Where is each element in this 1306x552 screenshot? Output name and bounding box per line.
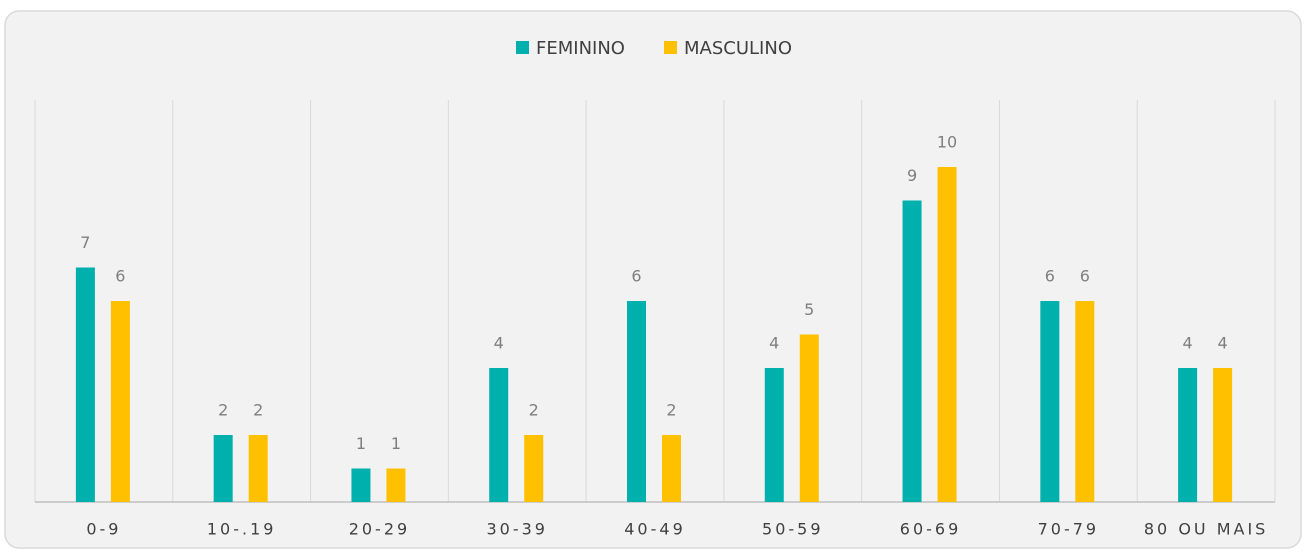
legend-label: MASCULINO	[684, 38, 792, 59]
legend-swatch	[664, 41, 677, 54]
bar	[1178, 368, 1198, 502]
data-label: 6	[1080, 267, 1090, 286]
bar	[351, 468, 371, 502]
data-label: 2	[529, 401, 539, 420]
bar	[627, 301, 646, 502]
data-label: 4	[1183, 334, 1193, 353]
data-label: 4	[494, 334, 504, 353]
data-label: 2	[253, 401, 263, 420]
data-label: 6	[1045, 267, 1055, 286]
bar	[1213, 368, 1233, 502]
data-label: 7	[80, 233, 90, 252]
bar	[386, 468, 406, 502]
bar	[662, 435, 681, 502]
bar	[524, 435, 544, 502]
x-tick-label: 30-39	[486, 520, 548, 539]
x-tick-label: 70-79	[1038, 520, 1100, 539]
data-label: 4	[769, 334, 779, 353]
bar	[110, 301, 130, 502]
bar	[799, 334, 819, 502]
x-tick-label: 0-9	[86, 520, 121, 539]
data-label: 10	[937, 133, 957, 152]
x-tick-label: 50-59	[762, 520, 824, 539]
x-tick-label: 80 OU MAIS	[1144, 520, 1268, 539]
x-tick-label: 40-49	[624, 520, 686, 539]
data-label: 2	[218, 401, 228, 420]
data-label: 1	[391, 434, 401, 453]
data-label: 9	[907, 166, 917, 185]
x-tick-label: 60-69	[900, 520, 962, 539]
data-label: 1	[356, 434, 366, 453]
x-tick-label: 10-.19	[207, 520, 277, 539]
legend-swatch	[516, 41, 529, 54]
bar	[1040, 301, 1060, 502]
data-label: 5	[804, 300, 814, 319]
bar	[764, 368, 784, 502]
chart-card	[4, 10, 1302, 549]
bar	[75, 267, 95, 502]
data-label: 6	[631, 267, 641, 286]
bar	[937, 167, 957, 502]
data-label: 6	[115, 267, 125, 286]
bar	[1075, 301, 1095, 502]
bar	[489, 368, 509, 502]
data-label: 4	[1218, 334, 1228, 353]
bar	[213, 435, 233, 502]
data-label: 2	[666, 401, 676, 420]
bar	[902, 200, 922, 502]
x-tick-label: 20-29	[349, 520, 411, 539]
legend-label: FEMININO	[536, 38, 625, 59]
bar	[248, 435, 268, 502]
